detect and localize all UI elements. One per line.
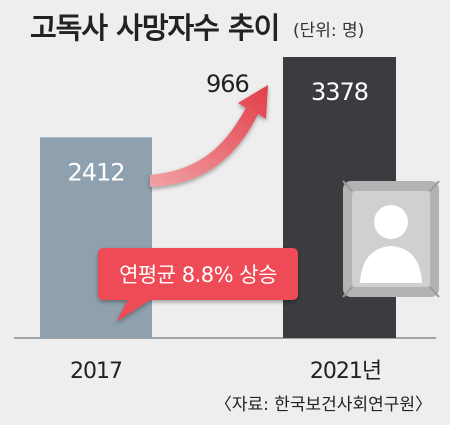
increase-label: 966	[206, 70, 249, 98]
person-silhouette-icon	[342, 180, 440, 298]
x-tick-2021: 2021년	[310, 359, 381, 384]
x-tick-2017: 2017	[70, 359, 122, 384]
bar-value-2017: 2412	[67, 158, 124, 186]
growth-callout-text: 연평균 8.8% 상승	[119, 263, 277, 287]
bar-value-2021: 3378	[311, 78, 368, 106]
increase-arrow	[150, 85, 268, 187]
source-note: 〈자료: 한국보건사회연구원〉	[215, 395, 432, 415]
unit-label: (단위: 명)	[293, 21, 364, 41]
chart-title: 고독사 사망자수 추이	[30, 11, 279, 45]
growth-callout	[98, 248, 298, 322]
